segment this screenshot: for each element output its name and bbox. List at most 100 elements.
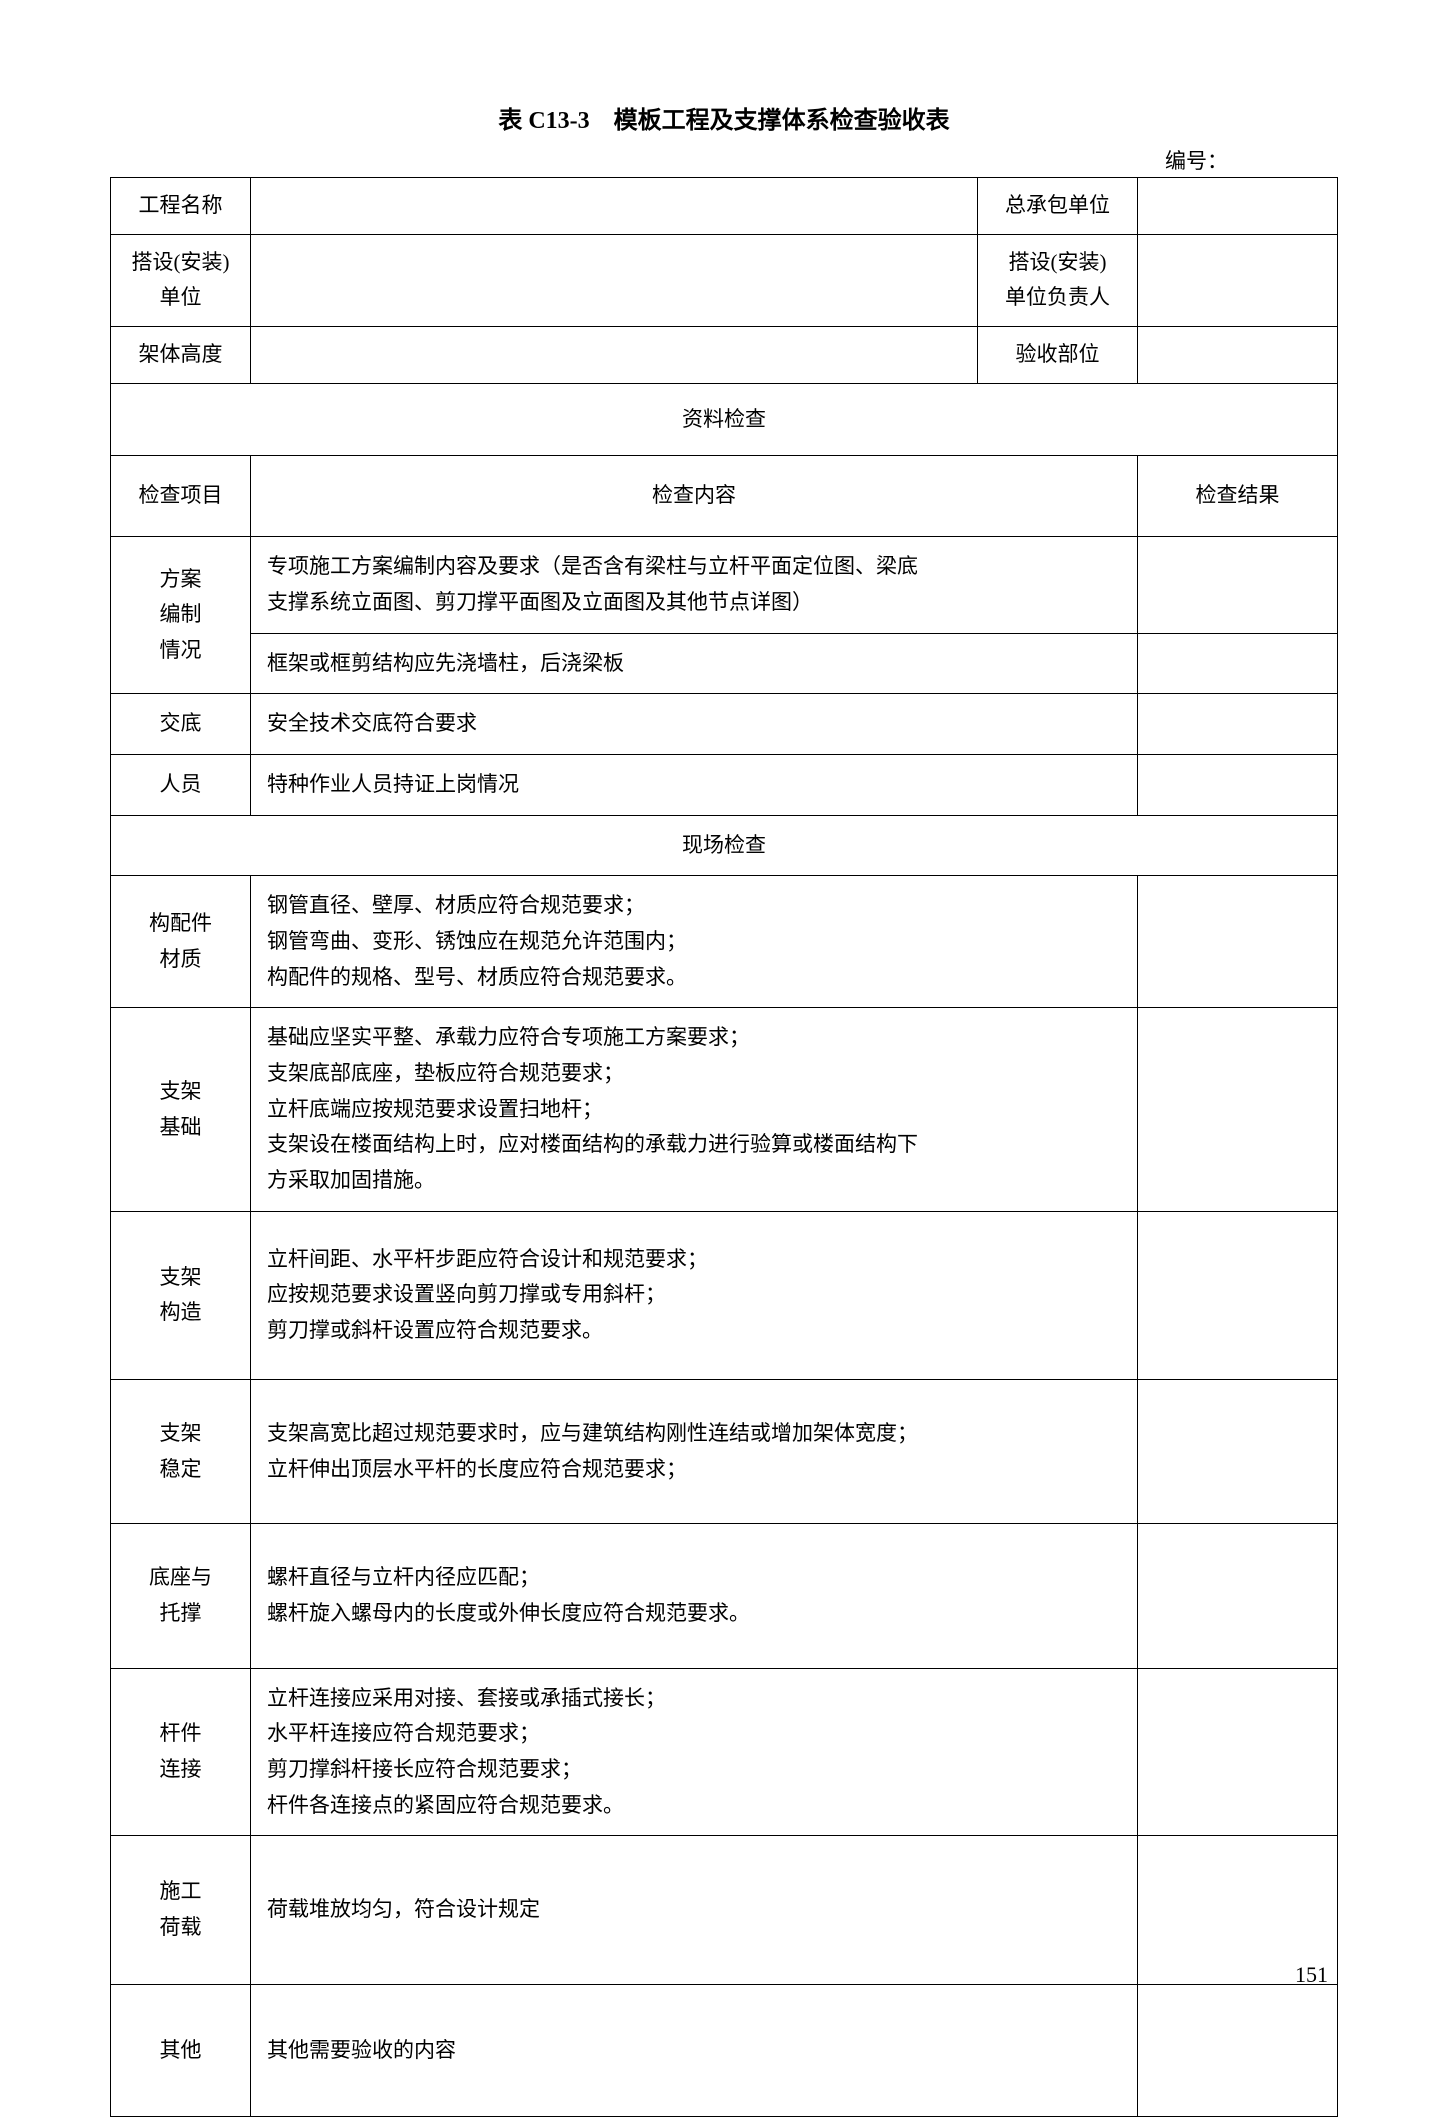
foundation-content: 基础应坚实平整、承载力应符合专项施工方案要求； 支架底部底座，垫板应符合规范要求… [251,1008,1138,1211]
stability-label: 支架 稳定 [111,1379,251,1523]
stability-result [1138,1379,1338,1523]
section-header-documents: 资料检查 [111,383,1338,456]
text-line: 杆件各连接点的紧固应符合规范要求。 [267,1793,624,1817]
plan-result-1 [1138,537,1338,633]
personnel-content: 特种作业人员持证上岗情况 [251,754,1138,815]
acceptance-part-label: 验收部位 [978,327,1138,384]
other-content: 其他需要验收的内容 [251,1984,1138,2117]
contractor-label: 总承包单位 [978,178,1138,235]
text-line: 钢管直径、壁厚、材质应符合规范要求； [267,893,645,917]
text-line: 连接 [160,1757,202,1781]
frame-height-label: 架体高度 [111,327,251,384]
install-manager-value [1138,234,1338,326]
text-line: 支架底部底座，垫板应符合规范要求； [267,1061,624,1085]
text-line: 方采取加固措施。 [267,1168,435,1192]
material-label: 构配件 材质 [111,876,251,1008]
inspection-table: 工程名称 总承包单位 搭设(安装) 单位 搭设(安装) 单位负责人 架体高度 验… [110,177,1338,2117]
page-number: 151 [1295,1962,1328,1988]
text-line: 基础应坚实平整、承载力应符合专项施工方案要求； [267,1025,750,1049]
text-line: 应按规范要求设置竖向剪刀撑或专用斜杆； [267,1282,666,1306]
text-line: 立杆底端应按规范要求设置扫地杆； [267,1097,603,1121]
text-line: 托撑 [160,1601,202,1625]
table-row: 构配件 材质 钢管直径、壁厚、材质应符合规范要求； 钢管弯曲、变形、锈蚀应在规范… [111,876,1338,1008]
load-content: 荷载堆放均匀，符合设计规定 [251,1836,1138,1984]
text-line: 搭设(安装) [132,250,230,274]
text-line: 材质 [160,947,202,971]
table-row: 搭设(安装) 单位 搭设(安装) 单位负责人 [111,234,1338,326]
numbering-label: 编号： [110,145,1338,175]
text-line: 支架 [160,1079,202,1103]
text-line: 螺杆直径与立杆内径应匹配； [267,1565,540,1589]
base-label: 底座与 托撑 [111,1524,251,1668]
frame-height-value [251,327,978,384]
text-line: 钢管弯曲、变形、锈蚀应在规范允许范围内； [267,929,687,953]
plan-label: 方案 编制 情况 [111,537,251,694]
text-line: 杆件 [160,1721,202,1745]
text-line: 单位负责人 [1005,285,1110,309]
table-row: 支架 稳定 支架高宽比超过规范要求时，应与建筑结构刚性连结或增加架体宽度； 立杆… [111,1379,1338,1523]
table-row: 检查项目 检查内容 检查结果 [111,456,1338,537]
table-row: 工程名称 总承包单位 [111,178,1338,235]
disclosure-label: 交底 [111,694,251,755]
text-line: 螺杆旋入螺母内的长度或外伸长度应符合规范要求。 [267,1601,750,1625]
table-row: 框架或框剪结构应先浇墙柱，后浇梁板 [111,633,1338,694]
text-line: 支架设在楼面结构上时，应对楼面结构的承载力进行验算或楼面结构下 [267,1132,918,1156]
base-result [1138,1524,1338,1668]
table-row: 其他 其他需要验收的内容 [111,1984,1338,2117]
text-line: 构配件 [149,911,212,935]
table-row: 施工 荷载 荷载堆放均匀，符合设计规定 [111,1836,1338,1984]
text-line: 剪刀撑或斜杆设置应符合规范要求。 [267,1318,603,1342]
text-line: 构配件的规格、型号、材质应符合规范要求。 [267,965,687,989]
foundation-label: 支架 基础 [111,1008,251,1211]
text-line: 立杆连接应采用对接、套接或承插式接长； [267,1686,666,1710]
section-header-site: 现场检查 [111,815,1338,876]
text-line: 基础 [160,1115,202,1139]
acceptance-part-value [1138,327,1338,384]
text-line: 剪刀撑斜杆接长应符合规范要求； [267,1757,582,1781]
structure-content: 立杆间距、水平杆步距应符合设计和规范要求； 应按规范要求设置竖向剪刀撑或专用斜杆… [251,1211,1138,1379]
connection-content: 立杆连接应采用对接、套接或承插式接长； 水平杆连接应符合规范要求； 剪刀撑斜杆接… [251,1668,1138,1836]
table-row: 人员 特种作业人员持证上岗情况 [111,754,1338,815]
table-row: 方案 编制 情况 专项施工方案编制内容及要求（是否含有梁柱与立杆平面定位图、梁底… [111,537,1338,633]
plan-content-2: 框架或框剪结构应先浇墙柱，后浇梁板 [251,633,1138,694]
text-line: 立杆伸出顶层水平杆的长度应符合规范要求； [267,1457,687,1481]
table-row: 支架 构造 立杆间距、水平杆步距应符合设计和规范要求； 应按规范要求设置竖向剪刀… [111,1211,1338,1379]
text-line: 稳定 [160,1457,202,1481]
text-line: 情况 [160,638,202,662]
install-unit-label: 搭设(安装) 单位 [111,234,251,326]
text-line: 立杆间距、水平杆步距应符合设计和规范要求； [267,1247,708,1271]
text-line: 支架 [160,1421,202,1445]
connection-result [1138,1668,1338,1836]
contractor-value [1138,178,1338,235]
text-line: 构造 [160,1300,202,1324]
text-line: 支撑系统立面图、剪刀撑平面图及立面图及其他节点详图） [267,590,813,614]
install-unit-value [251,234,978,326]
col-item-header: 检查项目 [111,456,251,537]
plan-content-1: 专项施工方案编制内容及要求（是否含有梁柱与立杆平面定位图、梁底 支撑系统立面图、… [251,537,1138,633]
table-row: 杆件 连接 立杆连接应采用对接、套接或承插式接长； 水平杆连接应符合规范要求； … [111,1668,1338,1836]
table-row: 底座与 托撑 螺杆直径与立杆内径应匹配； 螺杆旋入螺母内的长度或外伸长度应符合规… [111,1524,1338,1668]
text-line: 编制 [160,602,202,626]
stability-content: 支架高宽比超过规范要求时，应与建筑结构刚性连结或增加架体宽度； 立杆伸出顶层水平… [251,1379,1138,1523]
base-content: 螺杆直径与立杆内径应匹配； 螺杆旋入螺母内的长度或外伸长度应符合规范要求。 [251,1524,1138,1668]
other-result [1138,1984,1338,2117]
plan-result-2 [1138,633,1338,694]
col-content-header: 检查内容 [251,456,1138,537]
text-line: 支架高宽比超过规范要求时，应与建筑结构刚性连结或增加架体宽度； [267,1421,918,1445]
project-name-value [251,178,978,235]
table-row: 架体高度 验收部位 [111,327,1338,384]
disclosure-content: 安全技术交底符合要求 [251,694,1138,755]
project-name-label: 工程名称 [111,178,251,235]
col-result-header: 检查结果 [1138,456,1338,537]
load-label: 施工 荷载 [111,1836,251,1984]
other-label: 其他 [111,1984,251,2117]
connection-label: 杆件 连接 [111,1668,251,1836]
table-row: 现场检查 [111,815,1338,876]
personnel-label: 人员 [111,754,251,815]
material-result [1138,876,1338,1008]
text-line: 专项施工方案编制内容及要求（是否含有梁柱与立杆平面定位图、梁底 [267,554,918,578]
text-line: 施工 [160,1879,202,1903]
text-line: 底座与 [149,1565,212,1589]
install-manager-label: 搭设(安装) 单位负责人 [978,234,1138,326]
text-line: 方案 [160,567,202,591]
